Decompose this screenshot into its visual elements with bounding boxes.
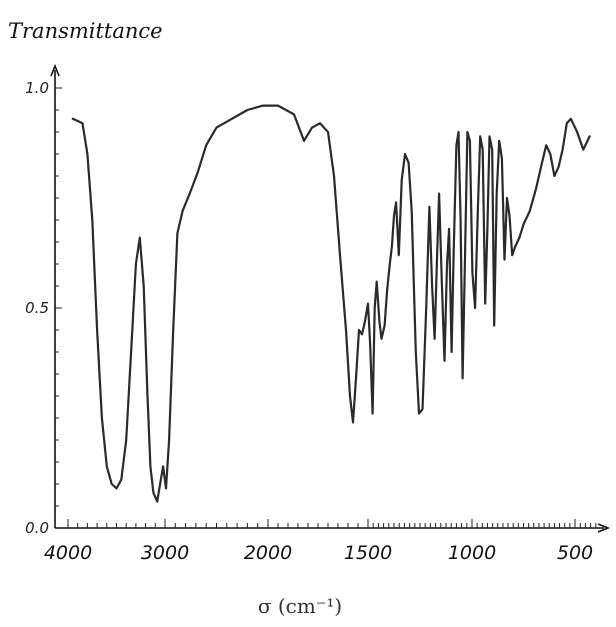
x-tick-label: 2000: [244, 542, 292, 564]
spectrum-line: [71, 104, 591, 503]
y-axis-label: Transmittance: [8, 19, 163, 43]
y-axis: 0.0 0.5 1.0: [25, 63, 62, 537]
series-group: [71, 104, 591, 503]
x-axis-arrow: [597, 523, 611, 533]
x-tick-label: 4000: [44, 542, 92, 564]
x-axis: 4000 3000 2000 1500 1000 500: [44, 519, 611, 564]
x-tick-label: 3000: [141, 542, 189, 564]
y-tick-label: 0.0: [25, 519, 49, 537]
x-axis-label: σ (cm⁻¹): [258, 594, 342, 618]
y-tick-label: 1.0: [25, 79, 49, 97]
x-tick-label: 1500: [344, 542, 392, 564]
y-axis-arrow: [50, 63, 60, 77]
x-tick-label: 1000: [448, 542, 496, 564]
y-tick-label: 0.5: [25, 299, 49, 317]
x-tick-label: 500: [557, 542, 593, 564]
